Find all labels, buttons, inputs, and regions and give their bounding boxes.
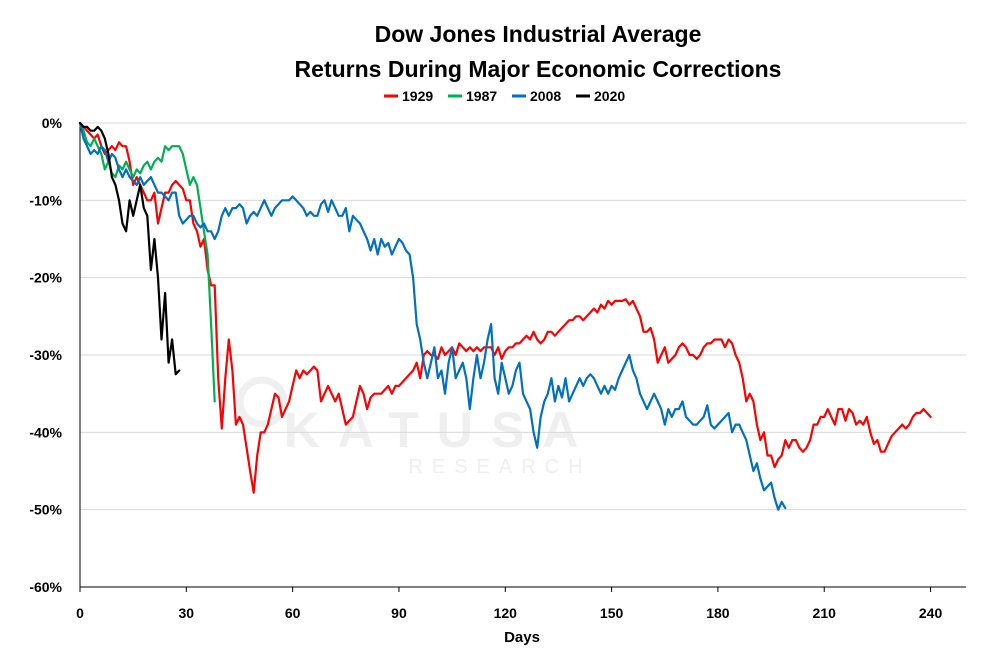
series-line-2008 [78,121,787,511]
series-line-1929 [78,121,932,494]
legend-label-1929: 1929 [402,88,433,104]
legend-label-2008: 2008 [530,88,561,104]
legend-label-2020: 2020 [594,88,625,104]
series-layer [78,121,932,511]
y-tick-label: -60% [29,579,62,595]
x-tick-label: 60 [285,605,301,621]
axes: 0% -10% -20% -30% -40% -50% -60% 0 30 60 90 120 150 1… [29,115,966,621]
gridlines [80,122,966,511]
chart-title-line-1: Dow Jones Industrial Average [375,21,702,47]
watermark-subtext: RESEARCH [408,456,591,478]
x-tick-label: 240 [919,605,943,621]
y-tick-label: -30% [29,347,62,363]
y-tick-label: -10% [29,192,62,208]
series-line-1987 [78,121,216,403]
chart-title-line-2: Returns During Major Economic Correction… [295,56,782,82]
y-tick-label: 0% [42,115,63,131]
x-axis-label: Days [504,629,540,646]
y-tick-label: -40% [29,424,62,440]
legend-label-1987: 1987 [466,88,497,104]
x-tick-label: 120 [494,605,518,621]
watermark: KATUSA RESEARCH [236,376,597,478]
x-tick-label: 210 [813,605,837,621]
x-tick-label: 180 [706,605,730,621]
watermark-brand: KATUSA [284,402,597,458]
x-tick-label: 30 [179,605,195,621]
x-tick-label: 0 [76,605,84,621]
series-line-2020 [78,121,181,376]
x-tick-label: 90 [391,605,407,621]
y-tick-label: -50% [29,502,62,518]
x-tick-label: 150 [600,605,624,621]
chart-legend: 1929 1987 2008 2020 [384,88,625,104]
y-tick-label: -20% [29,270,62,286]
